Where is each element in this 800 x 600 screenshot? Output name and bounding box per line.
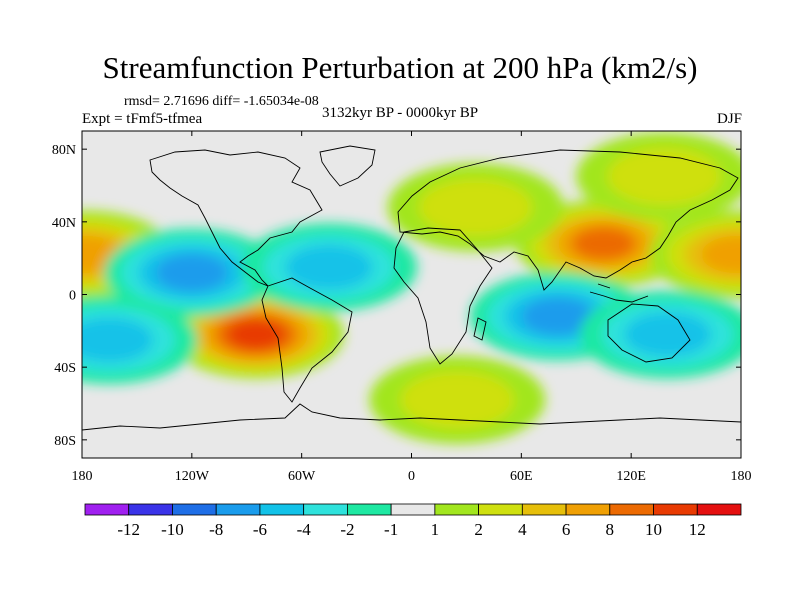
- chart-title: Streamfunction Perturbation at 200 hPa (…: [102, 50, 698, 85]
- colorbar-swatch-5: [303, 503, 348, 516]
- axes: 180 120W 60W 0 60E 120E 180 80N 40N 0 40S 80S: [52, 131, 752, 484]
- colorbar-swatch-12: [609, 503, 654, 516]
- season-label: DJF: [716, 111, 742, 127]
- colorbar-swatch-7: [390, 503, 436, 516]
- colorbar-label-6: -1: [384, 520, 398, 539]
- colorbar-label-10: 6: [562, 520, 571, 539]
- y-tick-label-2: 0: [69, 289, 76, 304]
- coast-maritime-continent: [589, 283, 649, 303]
- colorbar-swatch-6: [346, 503, 392, 516]
- colorbar-label-1: -10: [161, 520, 184, 539]
- x-tick-label-3: 0: [408, 469, 415, 484]
- field-contour-4-3: [155, 254, 228, 292]
- field-contour-7-2: [624, 312, 712, 357]
- field-contour-3-3: [701, 235, 741, 274]
- coast-north-america: [149, 149, 323, 287]
- colorbar-label-2: -8: [209, 520, 223, 539]
- coast-south-america: [261, 277, 353, 403]
- coast-madagascar: [473, 317, 487, 341]
- experiment-label: Expt = tFmf5-tfmea: [82, 111, 203, 127]
- field-layer: [82, 132, 741, 444]
- colorbar-label-7: 1: [431, 520, 440, 539]
- field-contour-6-3: [521, 297, 594, 335]
- colorbar-swatch-8: [434, 503, 480, 516]
- colorbar-label-5: -2: [340, 520, 354, 539]
- period-label: 3132kyr BP - 0000kyr BP: [322, 105, 479, 121]
- colorbar-swatch-4: [259, 503, 305, 516]
- stats-label: rmsd= 2.71696 diff= -1.65034e-08: [124, 94, 319, 109]
- colorbar-label-13: 12: [689, 520, 706, 539]
- colorbar-label-3: -6: [253, 520, 267, 539]
- field-contour-8-2: [82, 317, 153, 363]
- colorbar-swatch-3: [215, 503, 261, 516]
- field-contour-5-2: [285, 244, 373, 290]
- x-tick-label-2: 60W: [288, 469, 316, 484]
- coast-africa: [393, 227, 493, 365]
- colorbar-swatch-9: [478, 503, 523, 516]
- colorbar: -12 -10 -8 -6 -4 -2 -1 1 2 4 6 8 10 12: [84, 503, 742, 539]
- x-tick-label-6: 180: [731, 469, 752, 484]
- colorbar-label-12: 10: [645, 520, 662, 539]
- coastlines: [82, 145, 741, 431]
- y-tick-label-3: 40S: [54, 361, 76, 376]
- field-contour-11-1: [418, 178, 533, 237]
- colorbar-label-8: 2: [474, 520, 483, 539]
- coast-eurasia: [397, 149, 739, 291]
- colorbar-swatch-14: [696, 503, 742, 516]
- y-tick-label-0: 80N: [52, 143, 76, 158]
- field-contour-10-1: [607, 147, 721, 206]
- field-contour-0-5: [227, 319, 284, 350]
- colorbar-swatch-10: [521, 503, 567, 516]
- colorbar-label-0: -12: [117, 520, 140, 539]
- coast-australia: [607, 303, 691, 363]
- x-tick-label-0: 180: [72, 469, 93, 484]
- colorbar-label-11: 8: [606, 520, 615, 539]
- colorbar-swatch-1: [128, 503, 173, 516]
- colorbar-swatch-11: [565, 503, 611, 516]
- x-tick-label-1: 120W: [175, 469, 210, 484]
- colorbar-swatch-0: [84, 503, 130, 516]
- x-tick-label-4: 60E: [510, 469, 533, 484]
- y-tick-label-1: 40N: [52, 216, 76, 231]
- y-tick-label-4: 80S: [54, 434, 76, 449]
- colorbar-label-4: -4: [297, 520, 312, 539]
- coast-antarctica: [82, 403, 741, 431]
- field-contour-9-1: [400, 371, 515, 429]
- coast-greenland: [319, 145, 376, 187]
- field-contour-1-4: [572, 227, 635, 260]
- colorbar-swatch-2: [172, 503, 217, 516]
- colorbar-label-9: 4: [518, 520, 527, 539]
- colorbar-swatch-13: [653, 503, 698, 516]
- x-tick-label-5: 120E: [616, 469, 646, 484]
